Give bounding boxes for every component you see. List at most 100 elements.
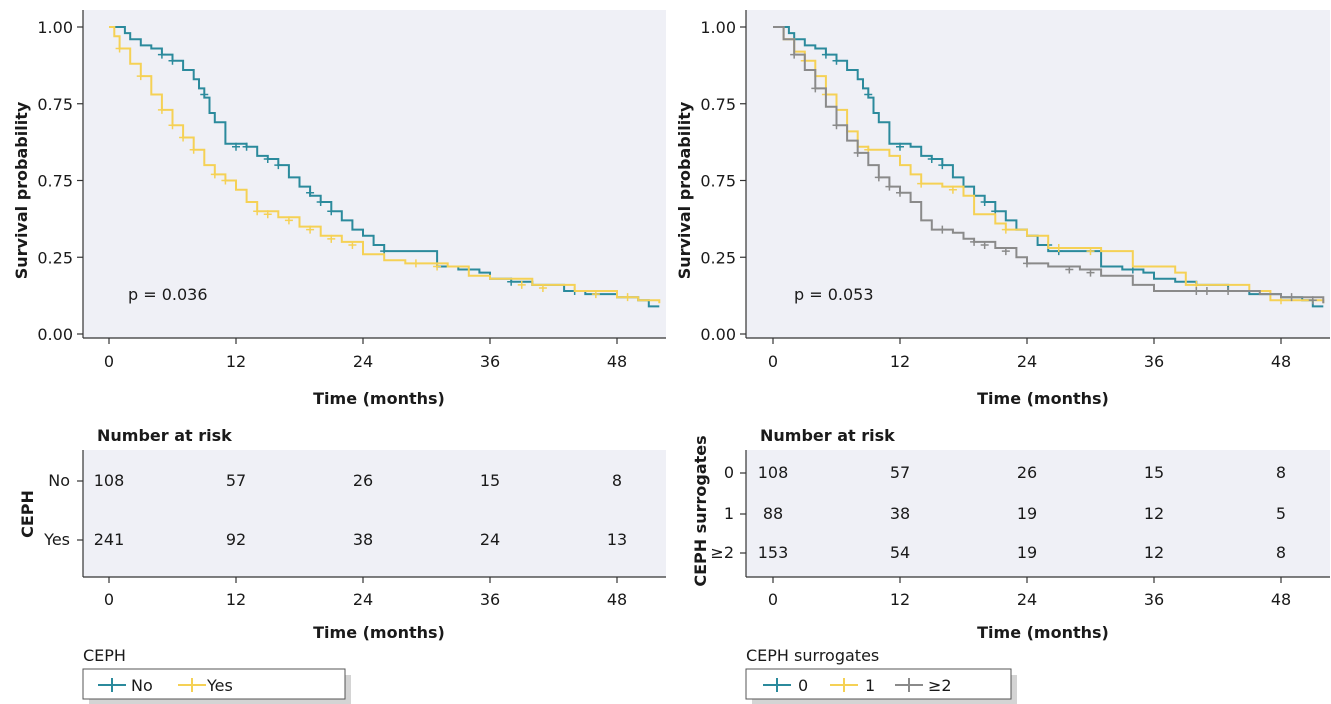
censor-mark-No (274, 161, 283, 170)
risk-row-label: 0 (724, 463, 734, 482)
legend-label: ≥2 (928, 676, 952, 695)
censor-mark-1 (1086, 247, 1095, 256)
x-tick-label: 36 (480, 352, 500, 371)
censor-mark-Yes (168, 121, 177, 130)
censor-mark-≥2 (938, 225, 947, 234)
risk-x-tick-label: 48 (607, 590, 627, 609)
censor-mark-Yes (306, 225, 315, 234)
legend-title: CEPH (83, 646, 126, 665)
censor-mark-Yes (263, 210, 272, 219)
risk-x-axis-title: Time (months) (977, 623, 1109, 642)
risk-count: 57 (890, 463, 910, 482)
risk-count: 38 (890, 504, 910, 523)
censor-mark-≥2 (790, 50, 799, 59)
y-tick-label: 0.00 (700, 325, 736, 344)
censor-mark-Yes (210, 170, 219, 179)
risk-x-tick-label: 0 (768, 590, 778, 609)
series-group-0 (109, 26, 661, 308)
risk-count: 13 (607, 530, 627, 549)
censor-mark-≥2 (980, 240, 989, 249)
p-value-annotation: p = 0.053 (794, 285, 874, 304)
x-axis-title: Time (months) (313, 389, 445, 408)
censor-mark-≥2 (853, 148, 862, 157)
risk-table-panel-0 (83, 450, 666, 577)
censor-mark-Yes (591, 290, 600, 299)
legend-box (82, 668, 346, 700)
legend-swatch-≥2 (895, 678, 923, 692)
y-tick-label: 0.75 (700, 95, 736, 114)
censor-mark-No (232, 142, 240, 151)
legend-title: CEPH surrogates (746, 646, 879, 665)
risk-count: 108 (94, 471, 125, 490)
legend-label: Yes (206, 676, 233, 695)
censor-mark-Yes (348, 240, 357, 249)
censor-mark-≥2 (1224, 287, 1233, 296)
censor-mark-No (157, 50, 166, 59)
censor-mark-Yes (327, 234, 336, 243)
y-tick-label: 1.00 (700, 18, 736, 37)
risk-count: 19 (1017, 543, 1037, 562)
risk-row-label: 1 (724, 504, 734, 523)
risk-count: 8 (1276, 543, 1286, 562)
censor-mark-0 (832, 56, 841, 65)
censor-mark-Yes (411, 259, 420, 268)
censor-mark-Yes (517, 280, 526, 289)
censor-mark-≥2 (832, 121, 841, 130)
censor-mark-≥2 (811, 84, 820, 93)
censor-mark-≥2 (1065, 265, 1074, 274)
censor-mark-1 (1054, 244, 1063, 253)
y-tick-label: 0.75 (37, 95, 73, 114)
risk-x-tick-label: 36 (1144, 590, 1164, 609)
x-tick-label: 12 (890, 352, 910, 371)
risk-table-title: Number at risk (97, 426, 232, 445)
censor-mark-Yes (538, 283, 547, 292)
risk-count: 38 (353, 530, 373, 549)
risk-x-axis-title: Time (months) (313, 623, 445, 642)
risk-x-tick-label: 36 (480, 590, 500, 609)
censor-mark-≥2 (874, 173, 883, 182)
censor-mark-0 (864, 90, 873, 99)
plot-panel-1 (746, 10, 1330, 338)
censor-mark-0 (938, 161, 947, 170)
censor-mark-Yes (284, 216, 293, 225)
risk-count: 26 (1017, 463, 1037, 482)
risk-x-tick-label: 48 (1271, 590, 1291, 609)
censor-mark-≥2 (1287, 293, 1296, 302)
risk-count: 26 (353, 471, 373, 490)
y-tick-label: 0.25 (37, 248, 73, 267)
legend-swatch-Yes (178, 678, 206, 692)
censor-mark-≥2 (1192, 287, 1201, 296)
risk-count: 5 (1276, 504, 1286, 523)
x-tick-label: 24 (353, 352, 373, 371)
censor-mark-Yes (253, 207, 262, 216)
censor-mark-≥2 (896, 188, 904, 197)
risk-count: 153 (758, 543, 789, 562)
x-tick-label: 12 (226, 352, 246, 371)
risk-table-title: Number at risk (760, 426, 895, 445)
risk-group-label: CEPH (18, 490, 37, 538)
censor-mark-≥2 (1308, 296, 1317, 305)
risk-row-label: No (48, 471, 70, 490)
risk-count: 241 (94, 530, 125, 549)
censor-mark-No (327, 207, 336, 216)
risk-count: 15 (1144, 463, 1164, 482)
legend-swatch-1 (830, 678, 858, 692)
y-tick-label: 0.75 (700, 172, 736, 191)
y-tick-label: 0.25 (700, 248, 736, 267)
x-tick-label: 36 (1144, 352, 1164, 371)
censor-mark-Yes (179, 133, 188, 142)
risk-x-tick-label: 24 (1017, 590, 1037, 609)
y-tick-label: 1.00 (37, 18, 73, 37)
censor-mark-Yes (136, 72, 145, 81)
risk-x-tick-label: 12 (890, 590, 910, 609)
legend-swatch-0 (763, 678, 791, 692)
legend-label: No (131, 676, 153, 695)
censor-mark-1 (917, 179, 926, 188)
censor-mark-No (200, 90, 209, 99)
y-axis-title: Survival probability (675, 101, 694, 279)
risk-count: 19 (1017, 504, 1037, 523)
x-tick-label: 48 (607, 352, 627, 371)
censor-mark-No (306, 188, 315, 197)
plot-panel-0 (83, 10, 666, 338)
series-line-0 (773, 26, 1324, 308)
